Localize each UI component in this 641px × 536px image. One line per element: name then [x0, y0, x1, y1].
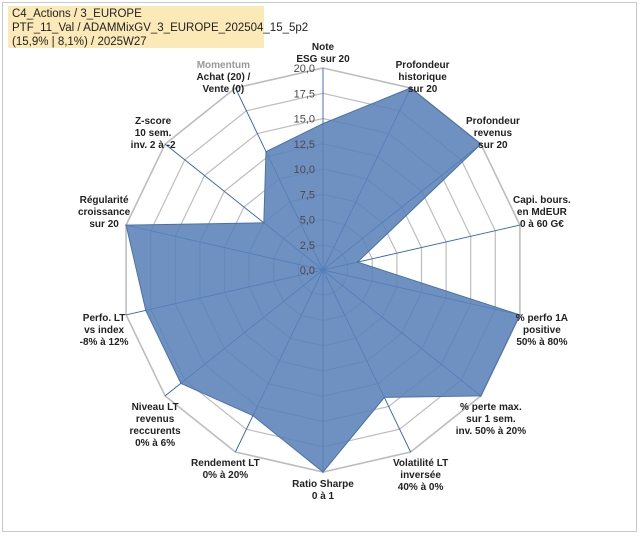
axis-label-2-line-0: Profondeur — [466, 116, 520, 127]
axis-label-9-line-2: reccurents — [130, 426, 182, 437]
axis-label-8-line-0: Rendement LT — [191, 458, 260, 469]
tick-label-6: 15,0 — [294, 114, 315, 126]
title-line-3: (15,9% | 8,1%) / 2025W27 — [12, 36, 147, 48]
axis-label-11-line-0: Régularité — [80, 195, 129, 206]
axis-label-12-line-2: inv. 2 à -2 — [131, 140, 176, 151]
axis-label-9-line-0: Niveau LT — [132, 402, 179, 413]
data-point-13 — [265, 150, 267, 153]
axis-label-3-line-1: en MdEUR — [517, 207, 568, 218]
tick-label-7: 17,5 — [294, 88, 315, 100]
tick-label-5: 12,5 — [294, 139, 315, 151]
axis-label-6-line-2: 40% à 0% — [398, 482, 444, 493]
data-point-9 — [180, 382, 182, 385]
axis-label-3: Capi. bours. en MdEUR 0 à 60 G€ — [513, 195, 571, 230]
axis-label-13-line-2: Vente (0) — [203, 84, 245, 95]
axis-label-0-line-1: ESG sur 20 — [296, 54, 350, 65]
series-area — [125, 87, 521, 473]
axis-label-13: Momentum Achat (20) / Vente (0) — [196, 60, 250, 95]
axis-label-9-line-3: 0% à 6% — [135, 438, 175, 449]
data-point-12 — [263, 222, 265, 224]
radar-series-area — [125, 87, 521, 473]
axis-label-1: Profondeur historique sur 20 — [396, 60, 450, 95]
axis-label-6: Volatilité LT inversée 40% à 0% — [393, 458, 448, 493]
axis-label-12: Z-score 10 sem. inv. 2 à -2 — [131, 116, 176, 151]
axis-label-2-line-1: revenus — [474, 128, 513, 139]
data-point-2 — [480, 143, 482, 145]
axis-label-2-line-2: sur 20 — [478, 140, 508, 151]
axis-label-6-line-1: inversée — [400, 470, 441, 481]
axis-label-7-line-0: Ratio Sharpe — [292, 479, 354, 490]
axis-label-4-line-1: positive — [523, 325, 561, 336]
tick-label-2: 5,0 — [300, 215, 315, 227]
axis-label-12-line-1: 10 sem. — [135, 128, 172, 139]
tick-label-0: 0,0 — [300, 265, 315, 277]
data-point-5 — [480, 395, 482, 397]
data-point-7 — [322, 471, 324, 473]
data-point-11 — [125, 224, 127, 226]
tick-label-1: 2,5 — [300, 240, 315, 252]
tick-label-8: 20,0 — [294, 63, 315, 75]
axis-label-13-line-0: Momentum — [197, 60, 250, 71]
axis-label-0-line-0: Note — [312, 42, 335, 53]
title-line-2: PTF_11_Val / ADAMMixGV_3_EUROPE_202504_1… — [12, 22, 309, 34]
axis-label-10-line-0: Perfo. LT — [83, 313, 126, 324]
axis-label-5-line-0: % perte max. — [460, 402, 522, 413]
axis-label-12-line-0: Z-score — [135, 116, 172, 127]
axis-label-4: % perfo 1A positive 50% à 80% — [516, 313, 568, 348]
data-point-3 — [356, 261, 359, 263]
axis-label-8: Rendement LT 0% à 20% — [191, 458, 260, 481]
axis-label-7-line-1: 0 à 1 — [312, 491, 335, 502]
axis-label-4-line-2: 50% à 80% — [516, 337, 567, 348]
data-point-6 — [383, 396, 386, 399]
data-point-10 — [145, 309, 147, 312]
tick-label-3: 7,5 — [300, 189, 315, 201]
data-point-8 — [252, 414, 254, 417]
tick-label-4: 10,0 — [294, 164, 315, 176]
radar-tick-labels: 0,0 2,5 5,0 7,5 10,0 12,5 15,0 17,5 20,0 — [294, 63, 315, 277]
axis-label-5-line-1: sur 1 sem. — [466, 414, 516, 425]
axis-label-13-line-1: Achat (20) / — [196, 72, 250, 83]
axis-label-3-line-2: 0 à 60 G€ — [520, 219, 564, 230]
axis-label-10-line-1: vs index — [84, 325, 124, 336]
data-point-1 — [409, 87, 412, 89]
axis-label-1-line-1: historique — [398, 72, 447, 83]
axis-label-9: Niveau LT revenus reccurents 0% à 6% — [130, 402, 182, 449]
axis-label-9-line-1: revenus — [136, 414, 175, 425]
axis-label-4-line-0: % perfo 1A — [516, 313, 568, 324]
chart-title-box: C4_Actions / 3_EUROPE PTF_11_Val / ADAMM… — [8, 6, 309, 48]
axis-label-5: % perte max. sur 1 sem. inv. 50% à 20% — [456, 402, 527, 437]
axis-label-11-line-1: croissance — [78, 207, 131, 218]
axis-label-6-line-0: Volatilité LT — [393, 458, 448, 469]
axis-label-3-line-0: Capi. bours. — [513, 195, 571, 206]
axis-label-10-line-2: -8% à 12% — [80, 337, 129, 348]
axis-label-7: Ratio Sharpe 0 à 1 — [292, 479, 354, 502]
axis-label-0: Note ESG sur 20 — [296, 42, 350, 65]
axis-label-1-line-2: sur 20 — [408, 84, 438, 95]
title-line-1: C4_Actions / 3_EUROPE — [12, 8, 142, 20]
axis-label-5-line-2: inv. 50% à 20% — [456, 426, 527, 437]
data-point-4 — [519, 314, 521, 316]
axis-label-8-line-1: 0% à 20% — [203, 470, 249, 481]
axis-label-11-line-2: sur 20 — [89, 219, 119, 230]
axis-label-1-line-0: Profondeur — [396, 60, 450, 71]
axis-label-11: Régularité croissance sur 20 — [78, 195, 131, 230]
axis-label-10: Perfo. LT vs index -8% à 12% — [80, 313, 129, 348]
data-point-0 — [322, 122, 324, 125]
axis-label-2: Profondeur revenus sur 20 — [466, 116, 520, 151]
